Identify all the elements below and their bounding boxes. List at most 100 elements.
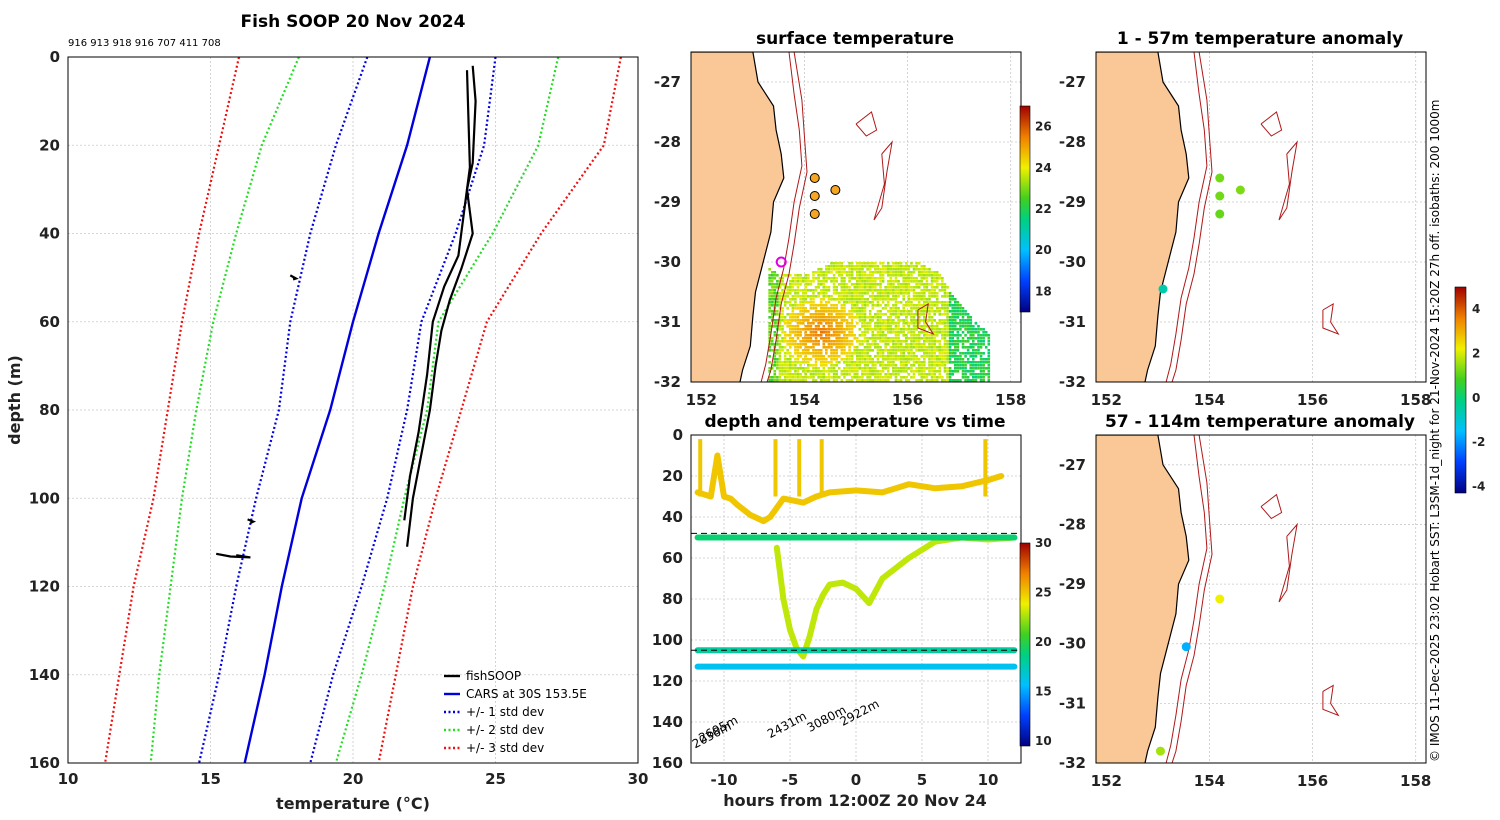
- sst-pixel: [786, 340, 789, 343]
- sst-pixel: [948, 310, 952, 313]
- sst-pixel: [925, 352, 929, 355]
- sst-pixel: [897, 373, 900, 376]
- sst-pixel: [956, 358, 960, 361]
- sst-pixel: [892, 358, 895, 361]
- sst-pixel: [902, 328, 906, 331]
- sst-pixel: [863, 337, 867, 340]
- sst-pixel: [946, 367, 949, 370]
- sst-pixel: [871, 274, 875, 277]
- sst-pixel: [825, 271, 828, 274]
- sst-pixel: [843, 313, 846, 316]
- sst-colorbar: [1019, 105, 1031, 313]
- sst-pixel: [778, 322, 782, 325]
- sst-pixel: [912, 289, 916, 292]
- sst-pixel: [796, 373, 800, 376]
- colorbar-tick-label: 18: [1035, 284, 1052, 298]
- sst-pixel: [791, 286, 795, 289]
- legend-label: +/- 1 std dev: [466, 705, 544, 719]
- sst-pixel: [902, 283, 906, 286]
- sst-pixel: [845, 334, 849, 337]
- sst-pixel: [843, 316, 846, 319]
- sst-pixel: [768, 355, 771, 358]
- sst-pixel: [840, 358, 844, 361]
- anomaly-deep-ticks: 152 154 156 158-27-28-29-30-31-32: [1059, 456, 1431, 790]
- sst-pixel: [987, 352, 991, 355]
- sst-pixel: [788, 286, 792, 289]
- sst-pixel: [915, 346, 918, 349]
- sst-pixel: [788, 370, 792, 373]
- sst-pixel: [794, 358, 797, 361]
- anomaly-deep-panel: 57 - 114m temperature anomaly 152 154 156 1…: [1059, 412, 1431, 790]
- sst-pixel: [904, 337, 908, 340]
- sst-pixel: [768, 268, 771, 271]
- sst-pixel: [858, 349, 862, 352]
- sst-pixel: [897, 283, 900, 286]
- sst-pixel: [863, 328, 867, 331]
- sst-pixel: [817, 268, 820, 271]
- sst-pixel: [930, 286, 934, 289]
- sst-pixel: [917, 367, 921, 370]
- sst-pixel: [799, 310, 802, 313]
- sst-pixel: [781, 379, 784, 382]
- sst-pixel: [938, 319, 942, 322]
- sst-pixel: [897, 268, 900, 271]
- sst-pixel: [935, 298, 939, 301]
- sst-pixel: [786, 349, 789, 352]
- sst-pixel: [817, 322, 820, 325]
- sst-pixel: [825, 352, 828, 355]
- sst-pixel: [974, 355, 978, 358]
- sst-pixel: [817, 328, 820, 331]
- sst-pixel: [778, 364, 782, 367]
- sst-pixel: [850, 313, 854, 316]
- sst-pixel: [822, 379, 826, 382]
- sst-pixel: [941, 313, 944, 316]
- sst-pixel: [856, 364, 859, 367]
- sst-pixel: [768, 328, 771, 331]
- sst-pixel: [961, 364, 965, 367]
- sst-pixel: [835, 376, 838, 379]
- sst-pixel: [961, 313, 965, 316]
- sst-pixel: [874, 340, 877, 343]
- sst-pixel: [879, 283, 882, 286]
- sst-pixel: [894, 298, 898, 301]
- sst-pixel: [786, 301, 789, 304]
- sst-pixel: [874, 355, 877, 358]
- sst-pixel: [974, 322, 978, 325]
- y-tick-label: 160: [652, 754, 683, 772]
- sst-pixel: [907, 301, 911, 304]
- sst-pixel: [791, 343, 795, 346]
- sst-pixel: [969, 355, 973, 358]
- sst-pixel: [987, 361, 991, 364]
- sst-pixel: [899, 289, 903, 292]
- sst-pixel: [853, 334, 857, 337]
- sst-pixel: [830, 343, 833, 346]
- sst-pixel: [928, 307, 931, 310]
- sst-pixel: [928, 319, 931, 322]
- sst-pixel: [788, 376, 792, 379]
- sst-pixel: [845, 283, 849, 286]
- sst-pixel: [935, 376, 939, 379]
- sst-pixel: [892, 322, 895, 325]
- sst-pixel: [897, 310, 900, 313]
- sst-pixel: [814, 337, 818, 340]
- sst-pixel: [961, 370, 965, 373]
- sst-pixel: [910, 337, 913, 340]
- sst-pixel: [892, 370, 895, 373]
- sst-pixel: [886, 379, 890, 382]
- sst-pixel: [920, 346, 924, 349]
- sst-pixel: [948, 346, 952, 349]
- sst-pixel: [845, 361, 849, 364]
- sst-pixel: [943, 343, 947, 346]
- sst-pixel: [783, 274, 787, 277]
- sst-pixel: [822, 364, 826, 367]
- sst-pixel: [776, 379, 779, 382]
- sst-pixel: [825, 337, 828, 340]
- sst-pixel: [804, 316, 808, 319]
- sst-pixel: [966, 319, 970, 322]
- sst-pixel: [871, 340, 875, 343]
- sst-pixel: [917, 271, 921, 274]
- sst-pixel: [972, 367, 975, 370]
- sst-pixel: [866, 343, 869, 346]
- series-line--1-std-dev: [309, 57, 497, 763]
